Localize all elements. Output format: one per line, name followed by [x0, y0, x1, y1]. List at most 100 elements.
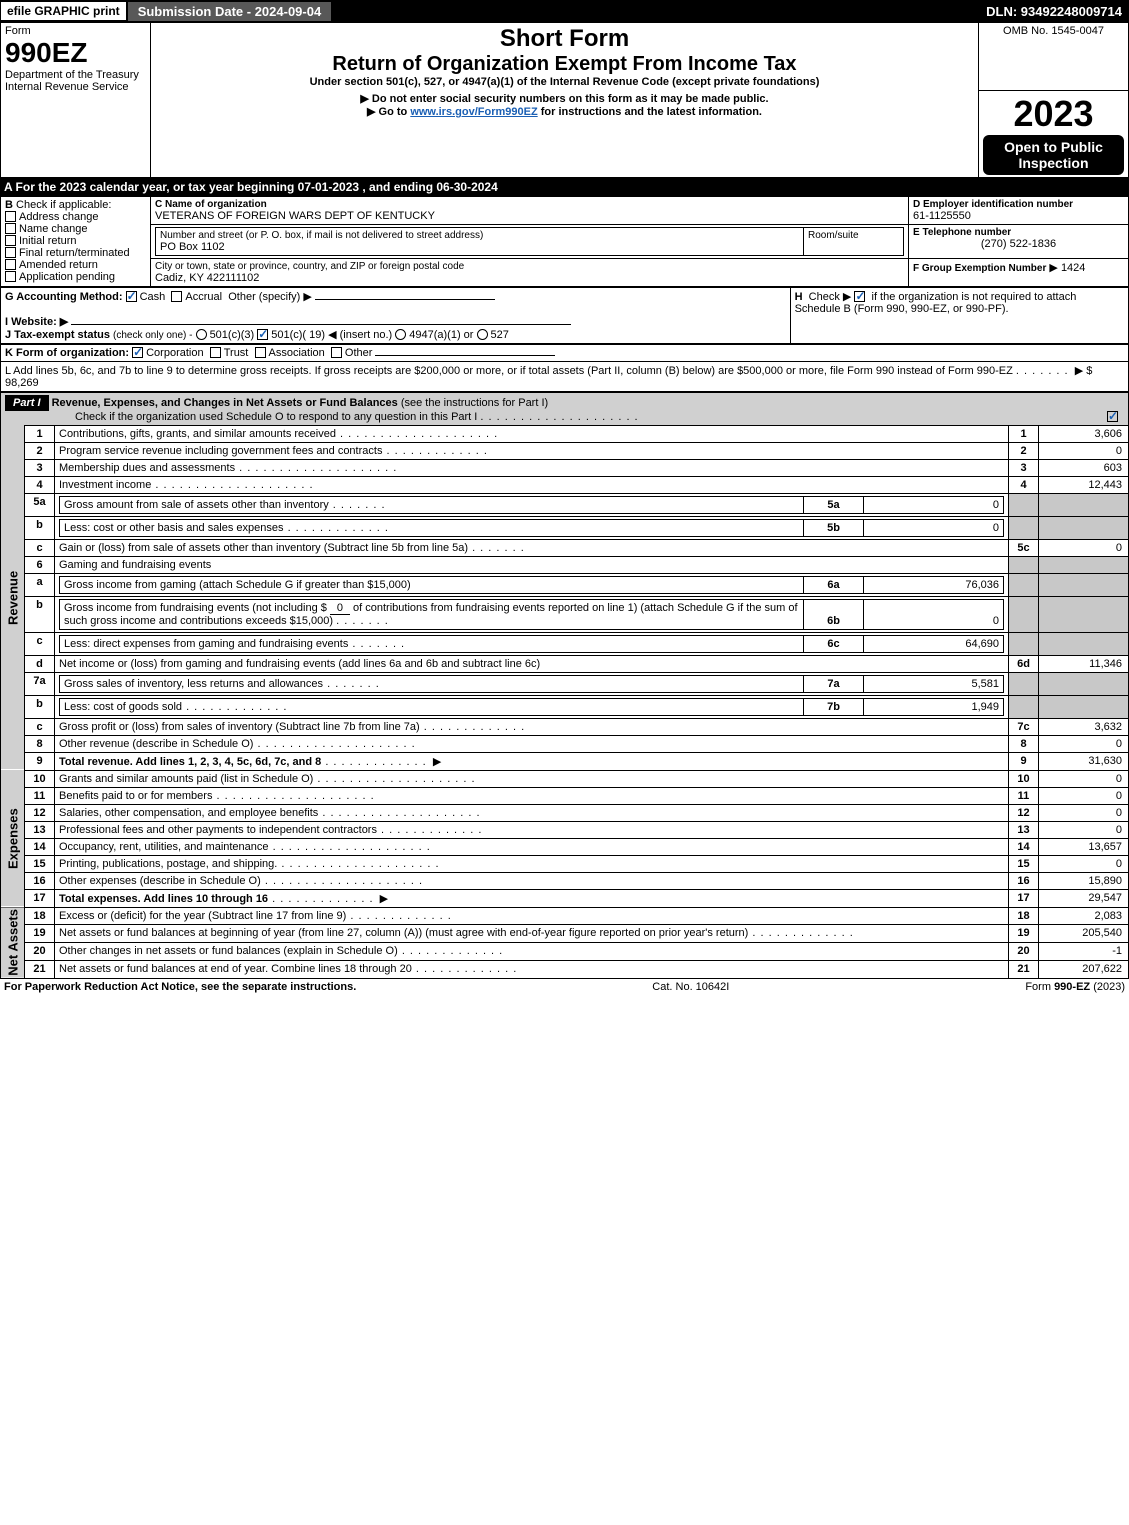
ein-value: 61-1125550	[913, 210, 1124, 222]
main-title: Return of Organization Exempt From Incom…	[155, 53, 974, 76]
ln6a-num: a	[25, 573, 55, 596]
ln21-desc: Net assets or fund balances at end of ye…	[59, 963, 412, 975]
shade	[1039, 596, 1129, 632]
b-label: B	[5, 199, 13, 211]
ln4-v: 12,443	[1039, 476, 1129, 493]
rb-501c3[interactable]	[196, 329, 207, 340]
ln21-v: 207,622	[1039, 961, 1129, 979]
ln7b-desc: Less: cost of goods sold	[64, 701, 182, 713]
footer-catno: Cat. No. 10642I	[652, 981, 729, 993]
ln12-v: 0	[1039, 804, 1129, 821]
ln7c-num: c	[25, 718, 55, 735]
ln6a-desc: Gross income from gaming (attach Schedul…	[64, 579, 411, 591]
ln14-l: 14	[1009, 838, 1039, 855]
shade	[1039, 493, 1129, 516]
opt-address: Address change	[19, 211, 99, 223]
ln9-v: 31,630	[1039, 752, 1129, 770]
cb-initial[interactable]	[5, 235, 16, 246]
street-value: PO Box 1102	[160, 241, 799, 253]
cb-h[interactable]	[854, 291, 865, 302]
ln16-v: 15,890	[1039, 872, 1129, 889]
part1-table: Part I Revenue, Expenses, and Changes in…	[0, 392, 1129, 980]
ln4-desc: Investment income	[59, 479, 151, 491]
g-other-blank[interactable]	[315, 299, 495, 300]
cb-cash[interactable]	[126, 291, 137, 302]
dots	[235, 462, 397, 474]
ln13-desc: Professional fees and other payments to …	[59, 824, 377, 836]
ln6b-blank[interactable]: 0	[330, 602, 350, 615]
ln6d-num: d	[25, 655, 55, 672]
cb-trust[interactable]	[210, 347, 221, 358]
cb-other-org[interactable]	[331, 347, 342, 358]
cb-schedule-o[interactable]	[1107, 411, 1118, 422]
cb-name-change[interactable]	[5, 223, 16, 234]
dots	[182, 701, 287, 713]
dots	[261, 875, 423, 887]
opt-final: Final return/terminated	[19, 247, 130, 259]
f-value: 1424	[1061, 262, 1085, 274]
ln10-desc: Grants and similar amounts paid (list in…	[59, 773, 313, 785]
ln5a-desc: Gross amount from sale of assets other t…	[64, 499, 329, 511]
dots	[151, 479, 313, 491]
shade	[1009, 695, 1039, 718]
ln17-desc: Total expenses. Add lines 10 through 16	[59, 893, 268, 905]
j-a1: 4947(a)(1) or	[409, 329, 473, 341]
dots	[748, 927, 853, 939]
cb-pending[interactable]	[5, 271, 16, 282]
ln20-l: 20	[1009, 943, 1039, 961]
opt-amended: Amended return	[19, 259, 98, 271]
shade	[1039, 672, 1129, 695]
ln5c-num: c	[25, 539, 55, 556]
shade	[1009, 672, 1039, 695]
ln5c-desc: Gain or (loss) from sale of assets other…	[59, 542, 468, 554]
k-other-blank[interactable]	[375, 355, 555, 356]
g-other: Other (specify) ▶	[228, 291, 312, 303]
ln7b-sl: 7b	[804, 698, 864, 715]
ln19-num: 19	[25, 925, 55, 943]
ln6a-sv: 76,036	[864, 576, 1004, 593]
ln14-v: 13,657	[1039, 838, 1129, 855]
cb-501c[interactable]	[257, 329, 268, 340]
d-label: D Employer identification number	[913, 199, 1124, 210]
cb-final[interactable]	[5, 247, 16, 258]
submission-date: Submission Date - 2024-09-04	[128, 2, 332, 21]
top-bar: efile GRAPHIC print Submission Date - 20…	[0, 0, 1129, 22]
k-corp: Corporation	[146, 347, 203, 359]
f-label: F Group Exemption Number	[913, 263, 1046, 274]
rb-4947[interactable]	[395, 329, 406, 340]
efile-print-label[interactable]: efile GRAPHIC print	[1, 2, 126, 20]
website-blank[interactable]	[71, 324, 571, 325]
ln16-l: 16	[1009, 872, 1039, 889]
cb-accrual[interactable]	[171, 291, 182, 302]
ln5a-num: 5a	[25, 493, 55, 516]
ln7a-num: 7a	[25, 672, 55, 695]
part1-note: (see the instructions for Part I)	[401, 397, 548, 409]
shade	[1009, 493, 1039, 516]
c-name-label: C Name of organization	[155, 199, 904, 210]
h-text: Check ▶	[809, 291, 852, 303]
ln17-num: 17	[25, 889, 55, 907]
k-other: Other	[345, 347, 373, 359]
ln13-l: 13	[1009, 821, 1039, 838]
cb-corp[interactable]	[132, 347, 143, 358]
rb-527[interactable]	[477, 329, 488, 340]
shade	[1039, 632, 1129, 655]
cb-address-change[interactable]	[5, 211, 16, 222]
footer: For Paperwork Reduction Act Notice, see …	[0, 979, 1129, 995]
ln8-desc: Other revenue (describe in Schedule O)	[59, 738, 253, 750]
ln6a-sl: 6a	[804, 576, 864, 593]
j-label: J Tax-exempt status	[5, 329, 110, 341]
cb-amended[interactable]	[5, 259, 16, 270]
j-c: 501(c)( 19) ◀ (insert no.)	[271, 329, 392, 341]
ln8-v: 0	[1039, 735, 1129, 752]
cb-assoc[interactable]	[255, 347, 266, 358]
ln6b-num: b	[25, 596, 55, 632]
ln11-num: 11	[25, 787, 55, 804]
irs-link[interactable]: www.irs.gov/Form990EZ	[410, 106, 537, 118]
ln6b-sl: 6b	[804, 599, 864, 629]
footer-year: (2023)	[1090, 981, 1125, 993]
dots	[329, 499, 386, 511]
ln15-l: 15	[1009, 855, 1039, 872]
dots	[313, 773, 475, 785]
ln11-v: 0	[1039, 787, 1129, 804]
